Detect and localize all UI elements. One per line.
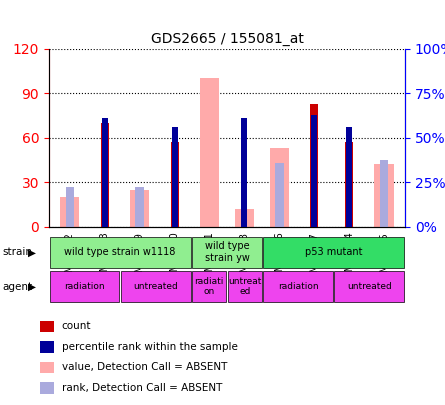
Bar (380, 160, 388, 227)
Bar (121, 271, 190, 302)
Text: strain: strain (2, 247, 32, 257)
Text: radiation: radiation (64, 282, 105, 291)
Text: untreated: untreated (347, 282, 392, 291)
Bar (101, 123, 109, 227)
Bar (40, 321, 54, 333)
Bar (40, 382, 54, 394)
Bar (102, 118, 108, 227)
Text: wild type strain w1118: wild type strain w1118 (65, 247, 176, 257)
Text: count: count (61, 321, 91, 331)
Text: ▶: ▶ (28, 282, 36, 292)
Bar (263, 237, 404, 268)
Text: untreat
ed: untreat ed (228, 277, 262, 296)
Bar (130, 190, 149, 227)
Text: agent: agent (2, 282, 32, 292)
Text: untreated: untreated (134, 282, 178, 291)
Bar (40, 362, 54, 373)
Bar (346, 127, 352, 227)
Bar (241, 118, 247, 227)
Bar (50, 271, 119, 302)
Bar (228, 271, 262, 302)
Bar (40, 341, 54, 353)
Text: ▶: ▶ (28, 247, 36, 257)
Bar (345, 142, 353, 227)
Text: value, Detection Call = ABSENT: value, Detection Call = ABSENT (61, 362, 227, 372)
Bar (50, 237, 190, 268)
Text: radiation: radiation (278, 282, 319, 291)
Text: rank, Detection Call = ABSENT: rank, Detection Call = ABSENT (61, 383, 222, 392)
Bar (263, 271, 333, 302)
Bar (270, 148, 289, 227)
Bar (192, 271, 226, 302)
Bar (235, 209, 254, 227)
Bar (60, 197, 80, 227)
Text: wild type
strain yw: wild type strain yw (205, 241, 249, 263)
Text: p53 mutant: p53 mutant (305, 247, 363, 257)
Bar (310, 104, 318, 227)
Bar (311, 115, 317, 227)
Bar (135, 187, 144, 227)
Bar (374, 164, 394, 227)
Bar (200, 78, 219, 227)
Bar (171, 142, 178, 227)
Bar (335, 271, 404, 302)
Bar (275, 163, 283, 227)
Bar (65, 187, 74, 227)
Bar (192, 237, 262, 268)
Title: GDS2665 / 155081_at: GDS2665 / 155081_at (150, 32, 303, 46)
Text: percentile rank within the sample: percentile rank within the sample (61, 341, 238, 352)
Text: radiati
on: radiati on (194, 277, 224, 296)
Bar (171, 127, 178, 227)
